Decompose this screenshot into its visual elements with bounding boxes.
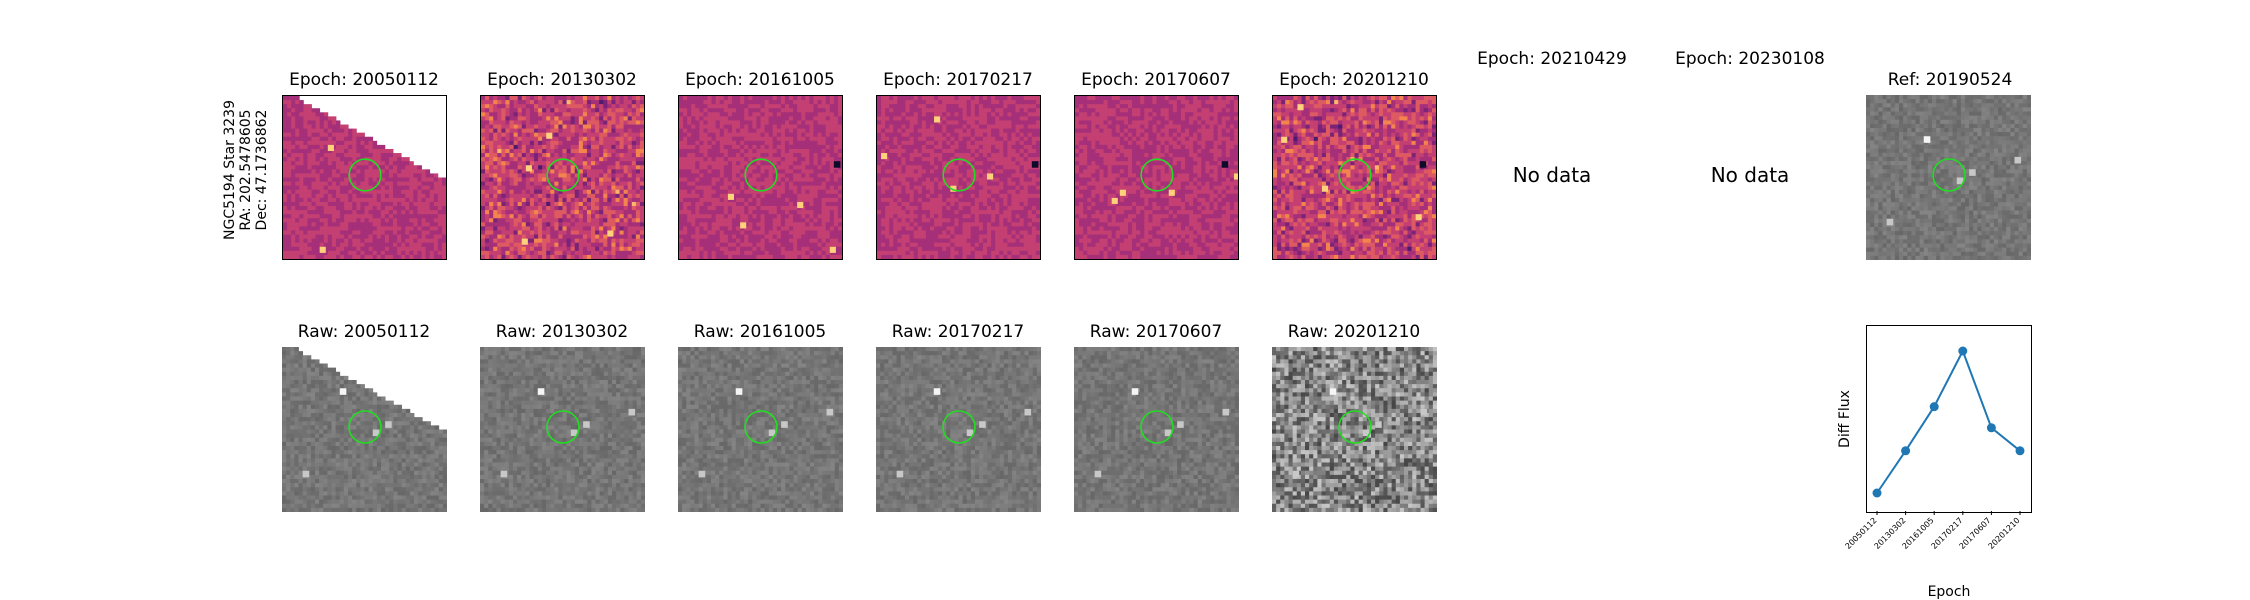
- lc-point: [1986, 423, 1996, 433]
- diff-image-2: [480, 95, 645, 260]
- diff-title-4: Epoch: 20170217: [858, 70, 1058, 90]
- aperture-circle: [942, 158, 976, 192]
- lc-y-axis-label: Diff Flux: [1837, 390, 1853, 448]
- target-dec: Dec: 47.1736862: [254, 100, 270, 240]
- raw-title-3: Raw: 20161005: [660, 322, 860, 342]
- aperture-circle: [1338, 410, 1372, 444]
- diff-title-1: Epoch: 20050112: [264, 70, 464, 90]
- light-curve-chart: [1866, 325, 2032, 515]
- diff-image-6: [1272, 95, 1437, 260]
- target-label: NGC5194 Star 3239 RA: 202.5478605 Dec: 4…: [222, 87, 270, 252]
- lc-ylabel-wrap: Diff Flux: [1830, 325, 1860, 513]
- raw-image-4: [876, 347, 1041, 512]
- diff-title-8: Epoch: 20230108: [1650, 49, 1850, 69]
- diff-title-7: Epoch: 20210429: [1452, 49, 1652, 69]
- aperture-circle: [546, 158, 580, 192]
- light-curve-plot: [1872, 346, 2025, 515]
- aperture-circle: [1140, 158, 1174, 192]
- raw-title-4: Raw: 20170217: [858, 322, 1058, 342]
- diff-title-5: Epoch: 20170607: [1056, 70, 1256, 90]
- reference-image: [1866, 95, 2031, 260]
- lc-x-axis-label: Epoch: [1866, 584, 2032, 600]
- lc-point: [1929, 402, 1939, 412]
- raw-title-2: Raw: 20130302: [462, 322, 662, 342]
- raw-title-1: Raw: 20050112: [264, 322, 464, 342]
- aperture-circle: [744, 158, 778, 192]
- diff-image-3: [678, 95, 843, 260]
- aperture-circle: [546, 410, 580, 444]
- raw-image-5: [1074, 347, 1239, 512]
- raw-image-1: [282, 347, 447, 512]
- aperture-circle: [744, 410, 778, 444]
- aperture-circle: [942, 410, 976, 444]
- lc-series-line: [1876, 348, 2021, 494]
- raw-image-6: [1272, 347, 1437, 512]
- target-name: NGC5194 Star 3239: [222, 100, 238, 240]
- raw-title-5: Raw: 20170607: [1056, 322, 1256, 342]
- aperture-circle: [348, 158, 382, 192]
- aperture-circle: [348, 410, 382, 444]
- lc-point: [1872, 488, 1882, 498]
- lc-point: [1958, 346, 1968, 356]
- lc-point: [2015, 446, 2025, 456]
- no-data-epoch-8: No data: [1650, 163, 1850, 187]
- diff-title-3: Epoch: 20161005: [660, 70, 860, 90]
- aperture-circle: [1140, 410, 1174, 444]
- target-ra: RA: 202.5478605: [238, 100, 254, 240]
- aperture-circle: [1338, 158, 1372, 192]
- aperture-circle: [1932, 158, 1966, 192]
- raw-image-2: [480, 347, 645, 512]
- raw-title-6: Raw: 20201210: [1254, 322, 1454, 342]
- diff-title-6: Epoch: 20201210: [1254, 70, 1454, 90]
- lc-point: [1901, 446, 1911, 456]
- diff-title-2: Epoch: 20130302: [462, 70, 662, 90]
- diff-image-4: [876, 95, 1041, 260]
- diff-image-5: [1074, 95, 1239, 260]
- ref-title: Ref: 20190524: [1850, 70, 2050, 90]
- raw-image-3: [678, 347, 843, 512]
- no-data-epoch-7: No data: [1452, 163, 1652, 187]
- diff-image-1: [282, 95, 447, 260]
